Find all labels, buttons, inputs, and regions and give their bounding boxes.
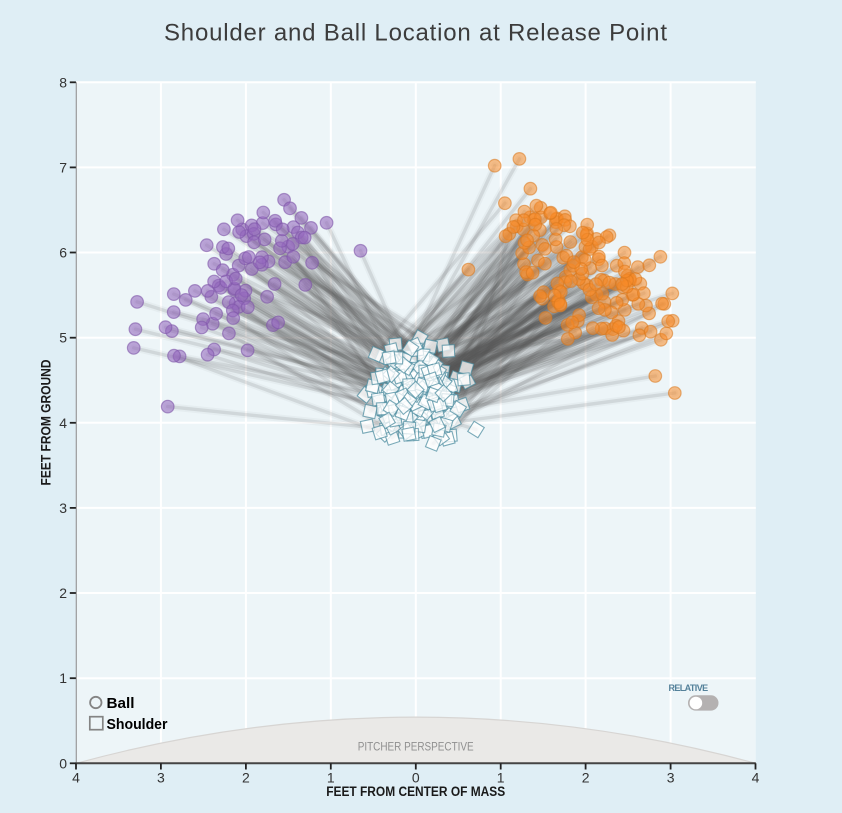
svg-text:3: 3: [59, 500, 67, 516]
svg-text:Ball: Ball: [107, 695, 135, 712]
svg-text:4: 4: [752, 770, 760, 786]
svg-text:3: 3: [157, 770, 165, 786]
svg-text:RELATIVE: RELATIVE: [668, 683, 708, 693]
svg-text:1: 1: [327, 770, 335, 786]
svg-text:4: 4: [59, 415, 67, 431]
svg-text:Shoulder: Shoulder: [107, 716, 168, 733]
svg-text:0: 0: [412, 770, 420, 786]
svg-text:1: 1: [59, 670, 67, 686]
svg-text:2: 2: [582, 770, 590, 786]
svg-text:2: 2: [59, 585, 67, 601]
svg-text:7: 7: [59, 159, 67, 175]
svg-text:FEET FROM GROUND: FEET FROM GROUND: [38, 360, 54, 486]
svg-text:1: 1: [497, 770, 505, 786]
svg-text:0: 0: [59, 755, 67, 771]
svg-text:FEET FROM CENTER OF MASS: FEET FROM CENTER OF MASS: [326, 784, 505, 799]
svg-text:PITCHER PERSPECTIVE: PITCHER PERSPECTIVE: [358, 740, 474, 754]
svg-text:8: 8: [59, 74, 67, 90]
svg-text:4: 4: [72, 770, 80, 786]
svg-text:3: 3: [667, 770, 675, 786]
svg-text:6: 6: [59, 245, 67, 261]
svg-text:2: 2: [242, 770, 250, 786]
svg-text:Shoulder and Ball Location at: Shoulder and Ball Location at Release Po…: [164, 20, 667, 47]
svg-text:5: 5: [59, 330, 67, 346]
